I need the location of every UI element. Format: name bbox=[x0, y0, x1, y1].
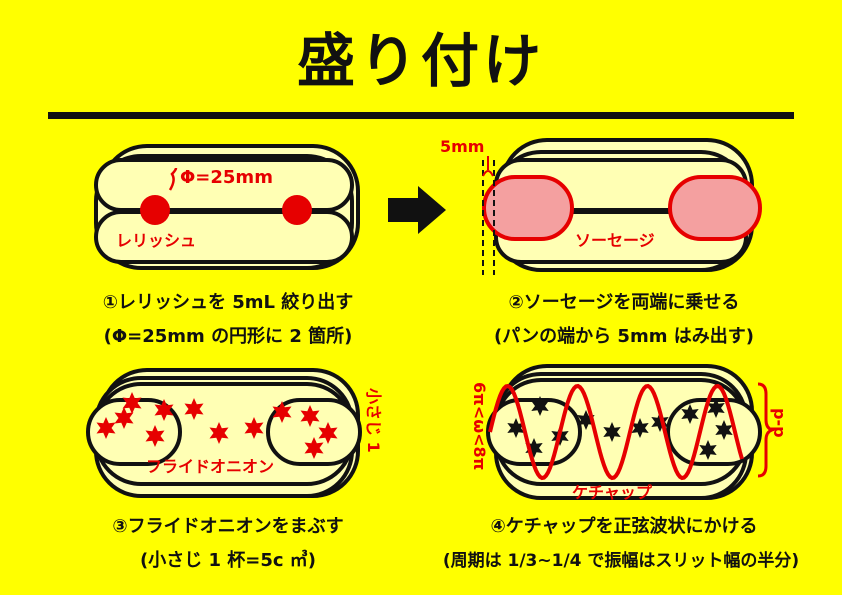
onion-bit bbox=[209, 422, 229, 444]
onion-bit bbox=[699, 440, 717, 460]
step2-note: (パンの端から 5mm はみ出す) bbox=[494, 326, 754, 347]
onion-bit bbox=[244, 417, 264, 439]
onion-bit bbox=[300, 405, 320, 427]
onion-bit bbox=[631, 418, 649, 438]
onion-bit bbox=[507, 418, 525, 438]
bun-layers bbox=[94, 144, 360, 270]
onion-bit bbox=[122, 392, 142, 414]
step1-caption: ①レリッシュを 5mL 絞り出す bbox=[102, 292, 354, 313]
onion-bit bbox=[318, 422, 338, 444]
step4-caption: ④ケチャップを正弦波状にかける bbox=[490, 516, 758, 537]
sausage-left bbox=[482, 175, 574, 241]
relish-dot-left bbox=[140, 195, 170, 225]
offset-pointer bbox=[482, 170, 494, 177]
onion-bit bbox=[184, 398, 204, 420]
sausage-label: ソーセージ bbox=[575, 231, 655, 250]
ketchup-label: ケチャップ bbox=[572, 483, 653, 502]
onion-bit bbox=[304, 437, 324, 459]
frequency-label: 6π<ω<8π bbox=[470, 382, 489, 470]
onion-bit bbox=[577, 410, 595, 430]
offset-label: 5mm bbox=[440, 137, 484, 156]
onion-bit bbox=[154, 399, 174, 421]
relish-label: レリッシュ bbox=[116, 231, 196, 250]
onion-bits bbox=[96, 392, 338, 459]
onion-bit bbox=[145, 425, 165, 447]
step2-caption: ②ソーセージを両端に乗せる bbox=[508, 292, 740, 313]
sausage-right bbox=[668, 175, 762, 241]
onion-bit bbox=[707, 398, 725, 418]
onion-bit bbox=[681, 404, 699, 424]
onion-bit bbox=[531, 396, 549, 416]
onion-bit bbox=[114, 407, 134, 429]
step3-caption: ③フライドオニオンをまぶす bbox=[112, 516, 344, 537]
relish-dot-right bbox=[282, 195, 312, 225]
onion-bit bbox=[96, 417, 116, 439]
step4-note: (周期は 1/3~1/4 で振幅はスリット幅の半分) bbox=[442, 551, 800, 571]
onion-bit bbox=[651, 412, 669, 432]
ketchup-wave bbox=[488, 383, 744, 481]
onion-bit bbox=[715, 420, 733, 440]
peak-to-peak-label: p-p bbox=[770, 408, 789, 438]
amplitude-bracket bbox=[757, 382, 777, 478]
onion-bit bbox=[525, 438, 543, 458]
step1-note: (Φ=25mm の円形に 2 箇所) bbox=[103, 326, 353, 347]
onion-bit bbox=[272, 401, 292, 423]
diameter-label: Φ=25mm bbox=[180, 167, 273, 188]
title-divider bbox=[48, 112, 794, 119]
onion-label: フライドオニオン bbox=[146, 457, 274, 476]
diameter-pointer bbox=[168, 167, 178, 191]
sausage-right bbox=[266, 398, 362, 466]
onion-bit bbox=[603, 422, 621, 442]
teaspoon-label: 小さじ 1 bbox=[364, 388, 383, 453]
step3-note: (小さじ 1 杯=5c ㎥) bbox=[139, 550, 317, 571]
page-title: 盛り付け bbox=[296, 27, 545, 95]
